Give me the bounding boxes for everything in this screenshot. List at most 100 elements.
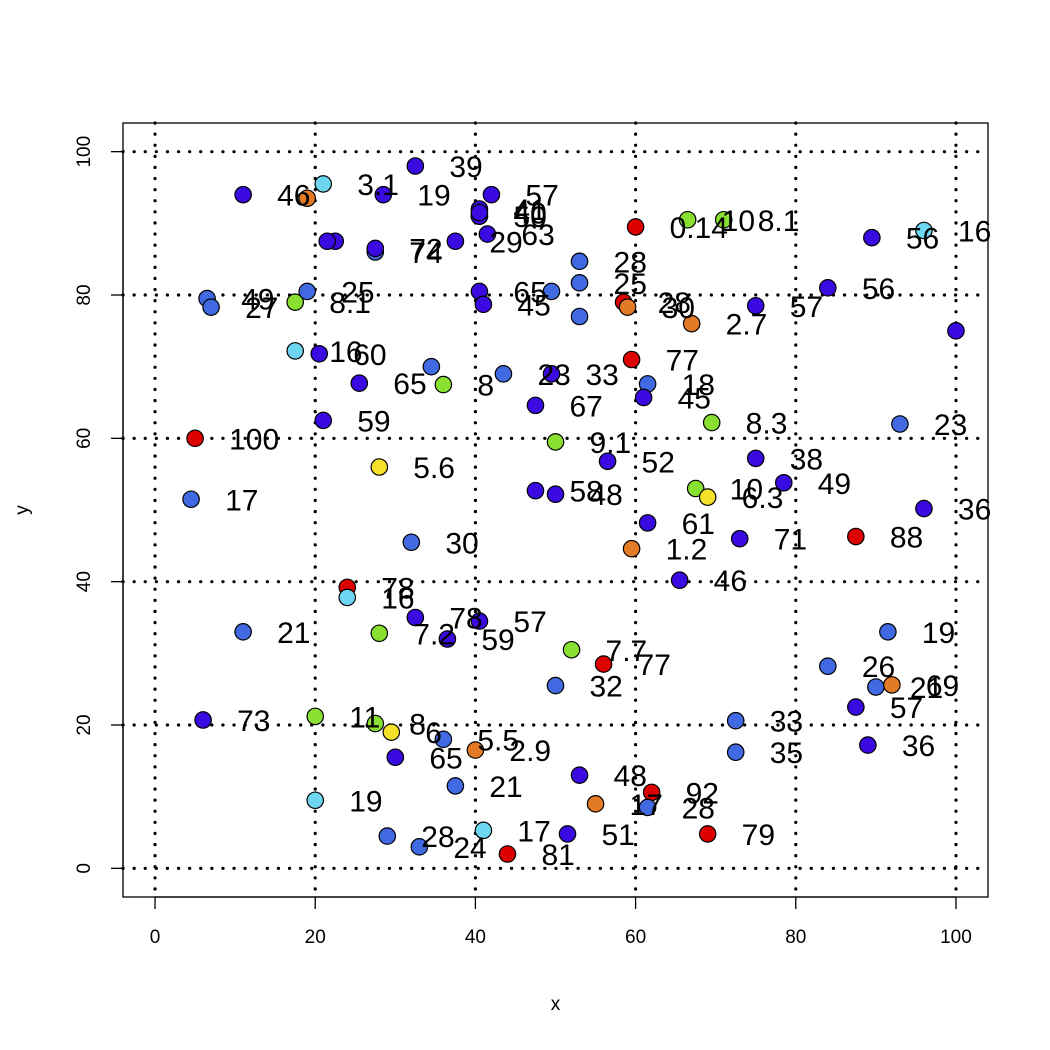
data-point bbox=[478, 225, 497, 243]
data-point-label: 9.1 bbox=[590, 427, 632, 460]
data-point bbox=[698, 825, 717, 843]
data-point-label: 36 bbox=[958, 494, 991, 527]
data-point-label: 32 bbox=[590, 671, 623, 704]
data-point bbox=[859, 736, 877, 754]
data-point-label: 24 bbox=[453, 832, 486, 865]
data-point-label: 30 bbox=[662, 292, 695, 325]
data-point bbox=[350, 374, 369, 392]
data-point-label: 58 bbox=[569, 476, 602, 509]
data-point bbox=[730, 529, 749, 548]
data-point bbox=[186, 429, 204, 448]
data-point bbox=[298, 189, 317, 208]
data-point-label: 28 bbox=[682, 792, 715, 825]
data-point-label: 59 bbox=[481, 624, 514, 657]
data-point bbox=[422, 357, 441, 376]
data-point-label: 48 bbox=[590, 479, 623, 512]
data-point bbox=[586, 795, 605, 813]
y-tick-label: 40 bbox=[74, 571, 95, 592]
data-point-label: 25 bbox=[341, 276, 374, 309]
data-point bbox=[338, 588, 357, 607]
data-point bbox=[306, 707, 325, 726]
data-point-label: 33 bbox=[770, 706, 803, 739]
x-tick-label: 40 bbox=[465, 927, 486, 948]
data-point-label: 28 bbox=[614, 246, 647, 279]
data-point bbox=[915, 221, 933, 240]
data-point bbox=[746, 449, 765, 468]
data-point bbox=[570, 252, 589, 271]
data-point bbox=[622, 539, 641, 558]
x-tick-label: 80 bbox=[785, 927, 806, 948]
data-point-label: 3.1 bbox=[357, 169, 399, 202]
data-point bbox=[726, 711, 745, 730]
data-point-label: 60 bbox=[353, 339, 386, 372]
data-point-label: 16 bbox=[329, 336, 362, 369]
data-point-label: 29 bbox=[489, 226, 522, 259]
x-tick-label: 20 bbox=[305, 927, 326, 948]
y-tick-label: 60 bbox=[74, 428, 95, 449]
y-tick-label: 20 bbox=[74, 714, 95, 735]
data-point bbox=[947, 322, 965, 340]
data-point bbox=[386, 748, 405, 767]
data-point bbox=[542, 282, 561, 301]
data-point-label: 19 bbox=[349, 785, 382, 818]
data-point-label: 16 bbox=[381, 582, 414, 615]
data-point bbox=[446, 232, 465, 251]
data-point-label: 59 bbox=[357, 405, 390, 438]
y-axis-label: y bbox=[12, 505, 33, 515]
data-point-label: 30 bbox=[445, 527, 478, 560]
data-point-label: 0.14 bbox=[670, 212, 728, 245]
data-point bbox=[298, 282, 317, 301]
data-point bbox=[494, 365, 513, 383]
data-point bbox=[594, 655, 613, 673]
data-point bbox=[622, 350, 641, 369]
data-point-label: 57 bbox=[890, 692, 923, 725]
data-point-label: 92 bbox=[686, 777, 719, 810]
data-point-label: 5.6 bbox=[413, 452, 455, 485]
data-point-label: 88 bbox=[890, 522, 923, 555]
x-axis-label: x bbox=[551, 994, 561, 1015]
data-point bbox=[234, 185, 252, 204]
data-point bbox=[746, 296, 765, 315]
data-point bbox=[546, 485, 565, 504]
data-point bbox=[378, 827, 397, 845]
data-point bbox=[682, 314, 701, 333]
data-point bbox=[562, 640, 581, 659]
data-point-label: 8 bbox=[409, 709, 426, 742]
data-point-label: 49 bbox=[241, 284, 274, 317]
data-point bbox=[638, 798, 657, 817]
data-point-label: 8 bbox=[477, 370, 494, 403]
data-point-label: 48 bbox=[614, 760, 647, 793]
data-point-label: 21 bbox=[489, 771, 522, 804]
x-tick-label: 0 bbox=[150, 927, 161, 948]
y-tick-label: 80 bbox=[74, 284, 95, 305]
data-point bbox=[366, 714, 385, 733]
y-tick-label: 0 bbox=[74, 863, 95, 874]
data-point-label: 17 bbox=[630, 789, 663, 822]
data-point-label: 81 bbox=[541, 839, 574, 872]
data-point-label: 6.3 bbox=[742, 482, 784, 515]
data-point-label: 1.2 bbox=[666, 534, 708, 567]
data-point-label: 40 bbox=[513, 198, 546, 231]
data-point bbox=[194, 711, 212, 729]
data-point-label: 19 bbox=[417, 180, 450, 213]
data-point-label: 100 bbox=[229, 423, 279, 456]
data-point-label: 27 bbox=[245, 292, 278, 325]
data-point bbox=[598, 452, 617, 471]
data-point-label: 8.1 bbox=[329, 287, 371, 320]
data-point bbox=[410, 838, 429, 856]
data-point bbox=[879, 623, 897, 641]
data-points bbox=[182, 157, 965, 863]
data-point bbox=[406, 608, 425, 627]
data-point-label: 46 bbox=[714, 565, 747, 598]
data-point bbox=[670, 571, 689, 590]
data-point-label: 17 bbox=[517, 815, 550, 848]
data-point bbox=[546, 676, 565, 695]
data-point-label: 26 bbox=[862, 651, 895, 684]
data-point bbox=[498, 845, 517, 863]
data-point-label: 10 bbox=[730, 474, 763, 507]
data-point-label: 61 bbox=[682, 508, 715, 541]
data-point bbox=[558, 825, 577, 843]
data-point bbox=[482, 185, 501, 204]
data-point bbox=[202, 298, 220, 316]
